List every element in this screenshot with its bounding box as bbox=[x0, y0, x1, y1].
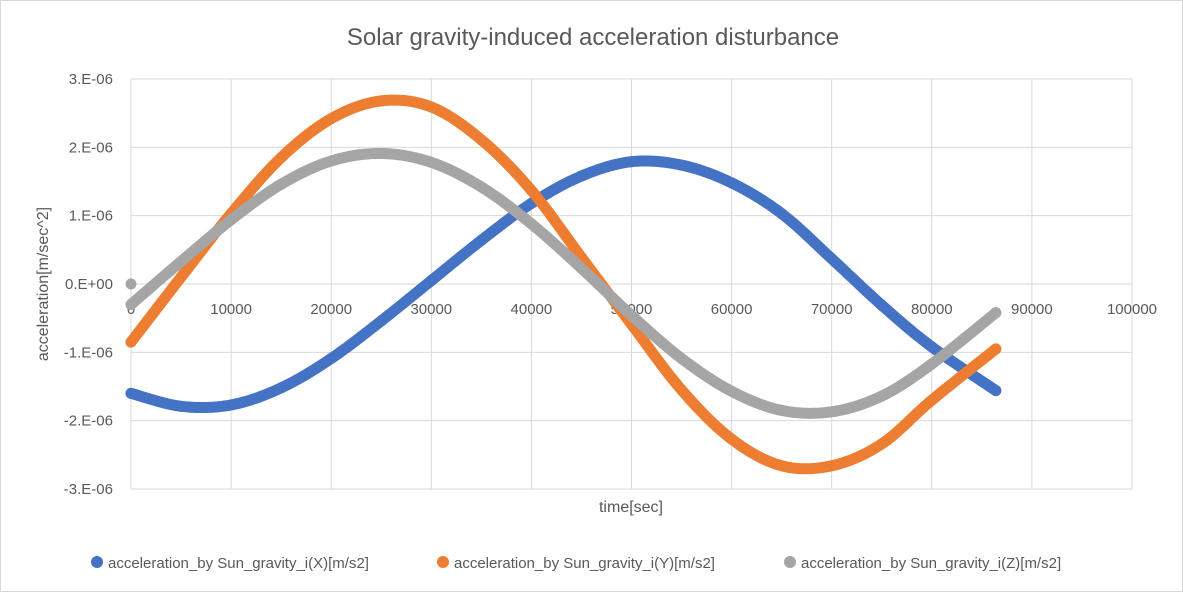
y-axis-label: acceleration[m/sec^2] bbox=[35, 207, 52, 361]
data-point bbox=[425, 156, 437, 168]
y-tick-label: 3.E-06 bbox=[69, 71, 113, 88]
data-point bbox=[125, 336, 137, 348]
y-tick-label: 0.E+00 bbox=[65, 276, 113, 293]
data-point bbox=[990, 307, 1002, 319]
data-point bbox=[225, 214, 237, 226]
x-tick-label: 80000 bbox=[911, 301, 953, 318]
data-point bbox=[425, 101, 437, 113]
data-point bbox=[275, 382, 287, 394]
data-point bbox=[175, 400, 187, 412]
legend: acceleration_by Sun_gravity_i(X)[m/s2] ac… bbox=[91, 555, 1061, 572]
data-point bbox=[726, 177, 738, 189]
data-point bbox=[826, 460, 838, 472]
data-point bbox=[726, 433, 738, 445]
data-point bbox=[876, 438, 888, 450]
x-tick-label: 10000 bbox=[210, 301, 252, 318]
data-point bbox=[475, 181, 487, 193]
data-point bbox=[776, 460, 788, 472]
x-axis-label: time[sec] bbox=[599, 499, 663, 516]
x-tick-label: 20000 bbox=[310, 301, 352, 318]
data-point bbox=[325, 113, 337, 125]
legend-marker bbox=[91, 556, 103, 568]
data-point bbox=[275, 178, 287, 190]
x-tick-label: 90000 bbox=[1011, 301, 1053, 318]
data-point bbox=[876, 299, 888, 311]
data-point bbox=[175, 271, 187, 283]
series-line-0 bbox=[125, 155, 1002, 414]
y-tick-label: -2.E-06 bbox=[64, 413, 113, 430]
legend-label: acceleration_by Sun_gravity_i(Y)[m/s2] bbox=[454, 555, 715, 572]
legend-marker bbox=[437, 556, 449, 568]
x-tick-labels: 0100002000030000400005000060000700008000… bbox=[127, 301, 1157, 318]
x-tick-label: 30000 bbox=[410, 301, 452, 318]
y-tick-label: -1.E-06 bbox=[64, 344, 113, 361]
legend-label: acceleration_by Sun_gravity_i(X)[m/s2] bbox=[108, 555, 369, 572]
data-point bbox=[375, 95, 387, 107]
data-point bbox=[275, 152, 287, 164]
y-tick-label: 2.E-06 bbox=[69, 139, 113, 156]
y-tick-label: 1.E-06 bbox=[69, 208, 113, 225]
data-point bbox=[676, 352, 688, 364]
y-tick-labels: 3.E-06 2.E-06 1.E-06 0.E+00 -1.E-06 -2.E-06 -3… bbox=[64, 71, 113, 498]
data-point bbox=[525, 218, 537, 230]
series-group bbox=[125, 94, 1002, 475]
data-point bbox=[475, 134, 487, 146]
data-point bbox=[175, 255, 187, 267]
data-point bbox=[776, 404, 788, 416]
data-point bbox=[676, 384, 688, 396]
data-point bbox=[626, 156, 637, 168]
x-tick-label: 60000 bbox=[711, 301, 753, 318]
data-point bbox=[475, 234, 487, 246]
data-point bbox=[225, 399, 237, 411]
data-point bbox=[375, 315, 387, 327]
x-tick-label: 100000 bbox=[1107, 301, 1157, 318]
series-line-2 bbox=[125, 147, 1002, 419]
y-tick-label: -3.E-06 bbox=[64, 481, 113, 498]
data-point bbox=[125, 387, 137, 399]
data-point bbox=[325, 155, 337, 167]
data-point bbox=[926, 358, 938, 370]
data-point bbox=[726, 385, 738, 397]
data-point bbox=[776, 208, 788, 220]
series-line-1 bbox=[125, 94, 1002, 475]
legend-marker bbox=[784, 556, 796, 568]
data-point bbox=[325, 352, 337, 364]
data-point bbox=[926, 341, 938, 353]
data-point bbox=[626, 309, 637, 321]
grid-lines bbox=[130, 78, 1133, 490]
data-point bbox=[876, 390, 888, 402]
x-tick-label: 40000 bbox=[511, 301, 553, 318]
data-point bbox=[425, 275, 437, 287]
data-point bbox=[375, 147, 387, 159]
data-point bbox=[990, 343, 1002, 355]
data-point bbox=[676, 159, 688, 171]
legend-label: acceleration_by Sun_gravity_i(Z)[m/s2] bbox=[801, 555, 1061, 572]
data-point bbox=[525, 184, 537, 196]
data-point bbox=[826, 406, 838, 418]
data-point bbox=[575, 170, 587, 182]
data-point bbox=[125, 299, 137, 310]
isolated-point bbox=[125, 278, 137, 290]
data-point bbox=[575, 262, 587, 274]
chart-title: Solar gravity-induced acceleration distu… bbox=[347, 24, 839, 51]
data-point bbox=[826, 253, 838, 265]
data-point bbox=[990, 385, 1002, 397]
x-tick-label: 70000 bbox=[811, 301, 853, 318]
data-point bbox=[926, 394, 938, 406]
